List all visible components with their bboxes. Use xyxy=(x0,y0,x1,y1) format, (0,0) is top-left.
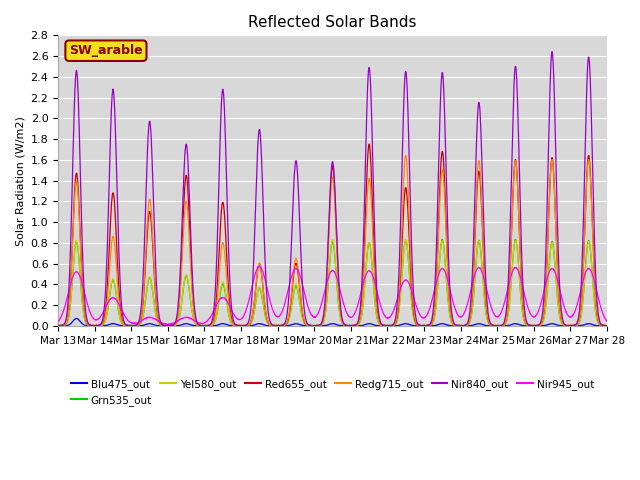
Legend: Blu475_out, Grn535_out, Yel580_out, Red655_out, Redg715_out, Nir840_out, Nir945_: Blu475_out, Grn535_out, Yel580_out, Red6… xyxy=(67,374,598,410)
Red655_out xyxy=(603,323,611,328)
Line: Nir945_out: Nir945_out xyxy=(58,266,607,324)
Nir945_out xyxy=(117,305,125,311)
Blu475_out xyxy=(72,315,80,321)
Grn535_out xyxy=(265,321,273,327)
Nir945_out xyxy=(534,311,541,316)
Yel580_out xyxy=(289,296,296,302)
Blu475_out xyxy=(150,322,157,327)
Blu475_out xyxy=(530,323,538,329)
Nir840_out xyxy=(533,323,541,328)
Redg715_out xyxy=(402,153,410,158)
Grn535_out xyxy=(566,323,574,329)
Yel580_out xyxy=(593,314,600,320)
Yel580_out xyxy=(329,237,337,242)
Yel580_out xyxy=(117,318,125,324)
Redg715_out xyxy=(117,313,125,319)
Nir945_out xyxy=(164,322,172,327)
Blu475_out xyxy=(265,323,273,328)
Grn535_out xyxy=(150,294,157,300)
Blu475_out xyxy=(603,323,611,329)
Redg715_out xyxy=(265,321,273,326)
Nir945_out xyxy=(255,264,263,269)
Grn535_out xyxy=(289,299,296,304)
Blu475_out xyxy=(117,323,125,328)
Yel580_out xyxy=(150,293,157,299)
Y-axis label: Solar Radiation (W/m2): Solar Radiation (W/m2) xyxy=(15,116,25,245)
Grn535_out xyxy=(593,314,600,320)
Blu475_out xyxy=(593,323,600,328)
Redg715_out xyxy=(603,323,611,328)
Nir840_out xyxy=(289,211,296,217)
Red655_out xyxy=(534,323,541,329)
Line: Grn535_out: Grn535_out xyxy=(58,240,607,326)
Red655_out xyxy=(593,306,600,312)
Nir945_out xyxy=(289,270,296,276)
Line: Blu475_out: Blu475_out xyxy=(58,318,607,326)
Nir945_out xyxy=(265,293,273,299)
Title: Reflected Solar Bands: Reflected Solar Bands xyxy=(248,15,417,30)
Red655_out xyxy=(117,308,125,314)
Redg715_out xyxy=(237,323,244,329)
Nir945_out xyxy=(150,315,157,321)
Red655_out xyxy=(54,323,62,328)
Yel580_out xyxy=(54,323,62,328)
Redg715_out xyxy=(54,323,62,328)
Red655_out xyxy=(365,141,373,147)
Nir840_out xyxy=(603,323,611,329)
Red655_out xyxy=(150,254,157,260)
Redg715_out xyxy=(593,306,600,312)
Nir840_out xyxy=(548,49,556,55)
Redg715_out xyxy=(150,247,157,252)
Nir840_out xyxy=(54,323,62,329)
Line: Redg715_out: Redg715_out xyxy=(58,156,607,326)
Line: Yel580_out: Yel580_out xyxy=(58,240,607,326)
Nir945_out xyxy=(593,288,600,293)
Nir840_out xyxy=(128,323,136,329)
Nir945_out xyxy=(603,318,611,324)
Yel580_out xyxy=(275,323,282,329)
Line: Red655_out: Red655_out xyxy=(58,144,607,326)
Blu475_out xyxy=(534,323,541,328)
Red655_out xyxy=(164,323,172,329)
Nir945_out xyxy=(54,319,62,324)
Nir840_out xyxy=(593,290,600,296)
Blu475_out xyxy=(289,322,296,327)
Red655_out xyxy=(289,282,296,288)
Line: Nir840_out: Nir840_out xyxy=(58,52,607,326)
Redg715_out xyxy=(534,323,541,328)
Yel580_out xyxy=(265,321,273,327)
Redg715_out xyxy=(289,279,296,285)
Blu475_out xyxy=(54,323,62,329)
Nir840_out xyxy=(150,200,157,205)
Grn535_out xyxy=(603,323,611,329)
Grn535_out xyxy=(54,323,62,328)
Yel580_out xyxy=(603,323,611,328)
Nir840_out xyxy=(117,291,125,297)
Grn535_out xyxy=(438,237,446,242)
Nir840_out xyxy=(265,312,273,318)
Text: SW_arable: SW_arable xyxy=(69,44,143,57)
Grn535_out xyxy=(117,318,125,324)
Grn535_out xyxy=(533,323,541,328)
Red655_out xyxy=(265,320,273,326)
Yel580_out xyxy=(534,323,541,328)
